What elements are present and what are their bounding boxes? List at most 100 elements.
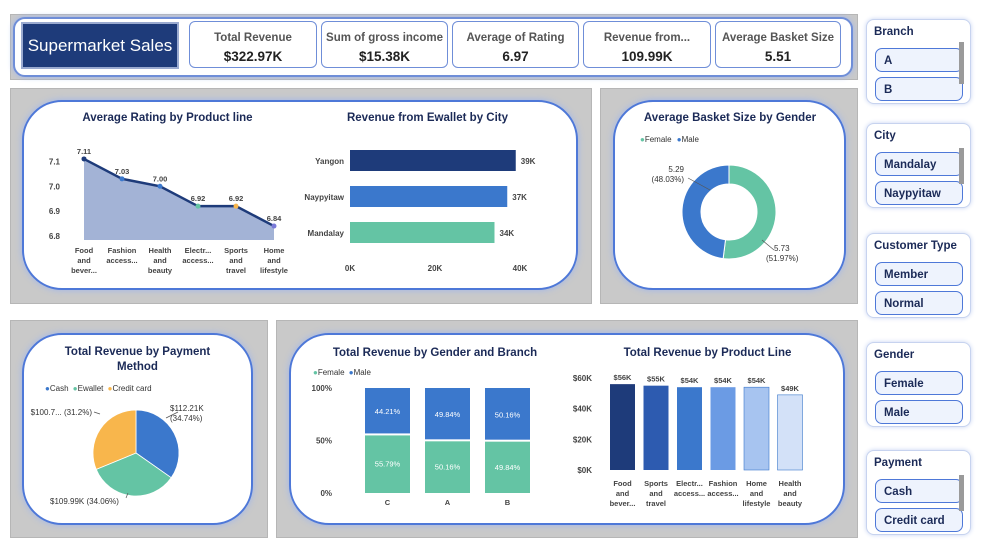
- x-category-label: Home: [264, 246, 285, 255]
- bar-value-label: $49K: [781, 384, 800, 393]
- x-category-label: Sports: [224, 246, 248, 255]
- kpi-value: 5.51: [764, 49, 792, 64]
- pie-slice-cash[interactable]: [135, 409, 180, 479]
- kpi-card-revenue-from[interactable]: Revenue from... 109.99K: [583, 21, 711, 68]
- rating-line: [83, 157, 275, 228]
- rating-data-label: 7.00: [153, 174, 168, 183]
- slicer-item-normal[interactable]: Normal: [875, 291, 963, 315]
- bar-value-label: 37K: [512, 193, 527, 202]
- product-revenue-bar[interactable]: [677, 387, 702, 470]
- product-revenue-bar[interactable]: [710, 387, 736, 470]
- slicer-item-cash[interactable]: Cash: [875, 479, 963, 503]
- payment-pie-chart: $112.21K (34.74%) $100.7... (31.2%) $109…: [31, 404, 205, 506]
- slicer-item-mandalay[interactable]: Mandalay: [875, 152, 963, 176]
- y-tick-label: $20K: [573, 435, 592, 444]
- female-segment[interactable]: [425, 441, 470, 493]
- slicer-item-credit-card[interactable]: Credit card: [875, 508, 963, 532]
- kpi-card-average-rating[interactable]: Average of Rating 6.97: [452, 21, 579, 68]
- x-tick-label: 0K: [345, 264, 355, 273]
- slicer-scrollbar[interactable]: [959, 42, 964, 84]
- x-category-label: Home: [746, 479, 767, 488]
- x-category-label: Health: [149, 246, 172, 255]
- slicer-item-member[interactable]: Member: [875, 262, 963, 286]
- x-category-label: and: [153, 256, 167, 265]
- donut-label-male-pct: (48.03%): [652, 175, 685, 184]
- rating-point[interactable]: [195, 203, 201, 209]
- slicer-item-b[interactable]: B: [875, 77, 963, 101]
- female-pct-label: 50.16%: [435, 463, 461, 472]
- ewallet-bar[interactable]: [350, 150, 516, 171]
- y-tick-label: 6.9: [49, 207, 61, 216]
- slicer-title: City: [874, 130, 896, 142]
- branch-label: A: [445, 498, 451, 507]
- product-revenue-chart-title: Total Revenue by Product Line: [623, 347, 792, 359]
- x-category-label: access...: [106, 256, 137, 265]
- product-revenue-bar[interactable]: [743, 386, 770, 471]
- gender-branch-chart: 100% 50% 0% 44.21% 55.79% C 49.84% 50.16% A 50.1…: [312, 384, 530, 507]
- x-category-label: access...: [182, 256, 213, 265]
- legend-female-label: Female: [644, 135, 672, 144]
- gender-branch-legend: ●Female ●Male: [313, 368, 371, 377]
- slicer-payment: Payment Cash Credit card: [866, 450, 971, 535]
- slicer-scrollbar[interactable]: [959, 475, 964, 511]
- rating-data-label: 7.11: [77, 147, 91, 156]
- kpi-value: $322.97K: [223, 49, 283, 64]
- kpi-card-gross-income[interactable]: Sum of gross income $15.38K: [321, 21, 448, 68]
- female-segment[interactable]: [485, 441, 530, 493]
- pie-slice-credit-card[interactable]: [92, 409, 137, 470]
- kpi-label: Average Basket Size: [721, 32, 835, 44]
- y-tick-label: 6.8: [49, 232, 61, 241]
- male-segment[interactable]: [365, 388, 410, 434]
- rating-point[interactable]: [81, 156, 87, 162]
- product-revenue-bar[interactable]: [610, 384, 635, 470]
- donut-leader-male: [687, 177, 711, 191]
- slicer-branch: Branch A B: [866, 19, 971, 104]
- male-segment[interactable]: [485, 388, 530, 440]
- x-category-label: Sports: [644, 479, 668, 488]
- legend-cash-label: Cash: [49, 384, 69, 393]
- x-category-label: Electr...: [676, 479, 703, 488]
- bar-value-label: $55K: [647, 375, 666, 384]
- rating-data-label: 6.84: [267, 214, 282, 223]
- pie-leader-cash: [165, 411, 179, 419]
- x-tick-label: 20K: [428, 264, 443, 273]
- rating-point[interactable]: [119, 176, 125, 182]
- slicer-item-female[interactable]: Female: [875, 371, 963, 395]
- slicer-item-a[interactable]: A: [875, 48, 963, 72]
- male-pct-label: 44.21%: [375, 407, 401, 416]
- slicer-item-male[interactable]: Male: [875, 400, 963, 424]
- ewallet-bar[interactable]: [350, 222, 495, 243]
- ewallet-bar[interactable]: [350, 186, 508, 207]
- x-tick-label: 40K: [513, 264, 528, 273]
- rating-chart: 7.1 7.0 6.9 6.8 7.11 7.03 7.00 6.92 6.92 6.84 Fo…: [49, 147, 288, 275]
- female-segment[interactable]: [365, 435, 410, 493]
- rating-point[interactable]: [271, 223, 277, 229]
- payment-legend: ●Cash ●Ewallet ●Credit card: [45, 384, 152, 393]
- pie-slice-ewallet[interactable]: [95, 452, 172, 497]
- kpi-card-total-revenue[interactable]: Total Revenue $322.97K: [189, 21, 317, 68]
- legend-dot-female-icon: ●: [640, 135, 645, 144]
- rating-point[interactable]: [157, 183, 163, 189]
- y-tick-label: 100%: [312, 384, 332, 393]
- x-category-label: and: [229, 256, 243, 265]
- donut-leader-female: [761, 239, 775, 251]
- rating-data-label: 7.03: [115, 167, 130, 176]
- donut-slice-female[interactable]: [722, 164, 777, 260]
- x-category-label: and: [649, 489, 663, 498]
- slicer-scrollbar[interactable]: [959, 148, 964, 184]
- x-category-label: bever...: [610, 499, 636, 508]
- male-segment[interactable]: [425, 388, 470, 440]
- kpi-card-average-basket-size[interactable]: Average Basket Size 5.51: [715, 21, 841, 68]
- product-revenue-bar[interactable]: [777, 394, 803, 471]
- rating-point[interactable]: [233, 203, 239, 209]
- product-revenue-bar[interactable]: [643, 385, 669, 470]
- slicer-item-naypyitaw[interactable]: Naypyitaw: [875, 181, 963, 205]
- pie-leader-credit: [93, 411, 101, 415]
- pie-label-cash-pct: (34.74%): [170, 414, 203, 423]
- pie-label-credit: $100.7... (31.2%): [31, 408, 93, 417]
- bar-value-label: 34K: [500, 229, 515, 238]
- donut-slice-male[interactable]: [681, 164, 730, 260]
- kpi-label: Revenue from...: [603, 32, 691, 44]
- slicer-title: Gender: [874, 349, 915, 361]
- kpi-label: Sum of gross income: [326, 32, 443, 44]
